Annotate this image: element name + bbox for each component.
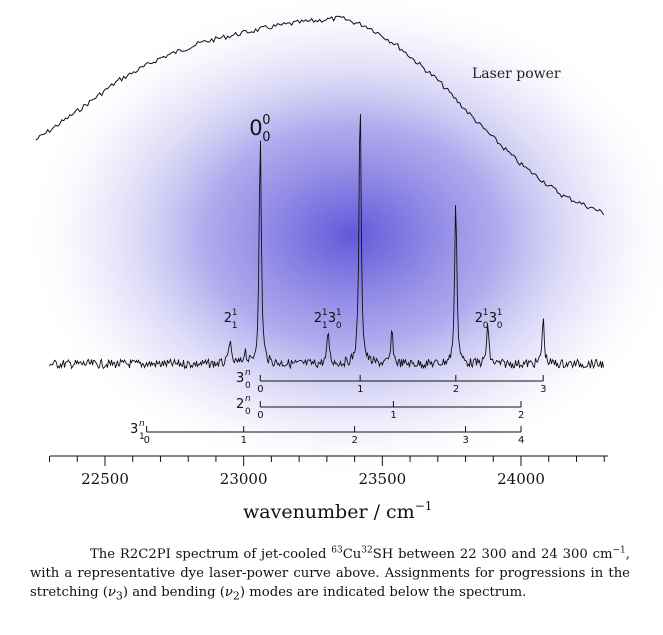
progression-tick-label: 0 (257, 384, 263, 395)
x-axis-title-exponent: −1 (415, 499, 433, 513)
caption-isotope-cu: 63 (331, 545, 343, 556)
caption-exponent: −1 (612, 545, 626, 556)
spectrum-line (49, 113, 604, 370)
peak-label-main: 2 (314, 311, 322, 326)
background-glow (22, 0, 663, 480)
progression-label-main: 3 (130, 422, 138, 437)
laser-power-label: Laser power (472, 66, 561, 82)
peak-label-sub: 1 (322, 321, 328, 331)
progression-label-sub: 0 (245, 381, 251, 391)
caption-isotope-s: 32 (361, 545, 373, 556)
progression-label-sub: 1 (139, 432, 145, 442)
caption-nu3-sub: 3 (115, 589, 123, 603)
peak-label-sup: 1 (322, 308, 328, 318)
caption-text-6: ) modes are indicated below the spectrum… (239, 585, 527, 600)
caption-text-5: ) and bending ( (122, 585, 225, 600)
laser-power-line (35, 15, 605, 216)
caption-text-1: The R2C2PI spectrum of jet-cooled (90, 547, 332, 562)
peak-label-sup: 1 (232, 308, 238, 318)
x-tick-label: 23500 (358, 470, 406, 488)
peak-label-main: 0 (249, 116, 262, 140)
caption-text-4: , with a representative dye laser-power … (30, 547, 630, 600)
caption-text-3: SH between 22 300 and 24 300 cm (372, 547, 613, 562)
peak-labels: 0 002 11 2 11 3 10 2 10 3 10 (224, 113, 503, 331)
progression-tick-label: 2 (453, 384, 459, 395)
progression-tick-label: 1 (241, 435, 247, 446)
progression-tick-label: 1 (390, 410, 396, 421)
peak-label-sub: 0 (483, 321, 489, 331)
peak-label-4: 2 10 3 10 (475, 308, 503, 331)
peak-label-sub: 0 (336, 321, 342, 331)
progression-tick-label: 2 (518, 410, 524, 421)
progression-label-sup: n (245, 368, 251, 378)
peak-label-sub: 1 (232, 321, 238, 331)
progression-1: 0 1 2 33 n0 (236, 368, 547, 395)
progression-tick-label: 3 (540, 384, 546, 395)
progression-tick-label: 2 (352, 435, 358, 446)
peak-label-sub: 0 (497, 321, 503, 331)
progression-3: 0 1 2 3 43 n1 (130, 419, 524, 446)
peak-label-main: 2 (224, 311, 232, 326)
caption-nu2: ν (224, 585, 233, 600)
peak-label-sup: 1 (336, 308, 342, 318)
peak-label-main: 3 (489, 311, 497, 326)
peak-label-main: 2 (475, 311, 483, 326)
peak-label-sup: 1 (497, 308, 503, 318)
peak-label-sup: 1 (483, 308, 489, 318)
progression-tick-label: 1 (357, 384, 363, 395)
x-axis-ticks: 22500 23000 23500 24000 (49, 456, 605, 488)
progression-label-sub: 0 (245, 407, 251, 417)
peak-label-main: 3 (328, 311, 336, 326)
x-axis-title: wavenumber / cm−1 (243, 499, 432, 523)
progression-ladders: 0 1 2 33 n00 1 22 n00 1 2 3 43 n1 (130, 368, 547, 446)
progression-tick-label: 3 (463, 435, 469, 446)
x-tick-label: 23000 (220, 470, 268, 488)
peak-label-sup: 0 (262, 113, 270, 128)
progression-tick-label: 4 (518, 435, 524, 446)
peak-label-2: 2 1 1 (224, 308, 238, 331)
progression-label-main: 2 (236, 397, 244, 412)
peak-label-sub: 0 (262, 130, 270, 145)
figure-caption: The R2C2PI spectrum of jet-cooled 63Cu32… (30, 545, 630, 606)
progression-tick-label: 0 (144, 435, 150, 446)
progression-label-main: 3 (236, 371, 244, 386)
x-tick-label: 24000 (497, 470, 545, 488)
caption-text-2: Cu (342, 547, 362, 562)
laser-power-curve-layer (35, 15, 605, 216)
peak-label-1: 0 00 (249, 113, 270, 145)
progression-2: 0 1 22 n0 (236, 394, 524, 421)
progression-label-sup: n (139, 419, 145, 429)
peak-label-3: 2 11 3 10 (314, 308, 342, 331)
caption-nu3: ν (107, 585, 116, 600)
spectrum-layer (49, 113, 604, 370)
caption-nu2-sub: 2 (232, 589, 240, 603)
spectrum-figure: Laser power 0 002 11 2 11 3 10 2 10 3 10 0 1 2 33 n00 1… (22, 0, 663, 523)
x-tick-label: 22500 (81, 470, 129, 488)
progression-tick-label: 0 (257, 410, 263, 421)
progression-label-sup: n (245, 394, 251, 404)
